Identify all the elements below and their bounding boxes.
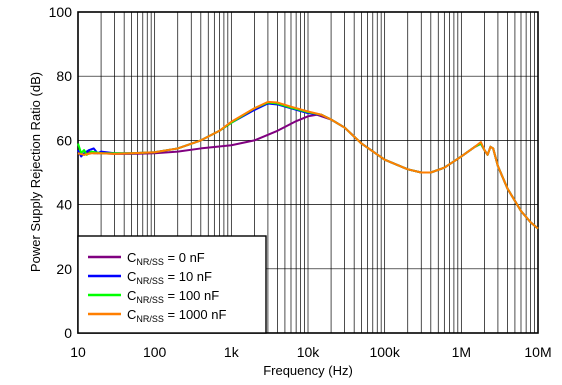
legend-box: [77, 235, 267, 334]
x-tick-label: 100: [143, 344, 167, 360]
y-tick-label: 80: [56, 68, 72, 84]
y-axis-title: Power Supply Rejection Ratio (dB): [28, 72, 43, 272]
x-tick-label: 100k: [369, 344, 400, 360]
plot-frame: [77, 11, 539, 334]
y-tick-label: 100: [49, 4, 73, 20]
legend-label-3: CNR/SS = 1000 nF: [127, 307, 226, 324]
legend-label-0: CNR/SS = 0 nF: [127, 250, 205, 267]
legend: CNR/SS = 0 nF CNR/SS = 10 nF CNR/SS = 100 …: [77, 235, 267, 334]
y-tick-label: 20: [56, 261, 72, 277]
series-line-3: [77, 100, 539, 230]
y-tick-labels: 0 20 40 60 80 100: [49, 4, 73, 341]
x-tick-label: 10M: [524, 344, 551, 360]
legend-label-2: CNR/SS = 100 nF: [127, 288, 219, 305]
x-axis-title: Frequency (Hz): [263, 363, 353, 378]
legend-label-1: CNR/SS = 10 nF: [127, 269, 212, 286]
x-tick-label: 10k: [297, 344, 321, 360]
x-tick-labels: 10 100 1k 10k 100k 1M 10M: [70, 344, 551, 360]
plot-border-layer: [77, 11, 539, 334]
x-tick-label: 1M: [452, 344, 471, 360]
y-tick-label: 0: [64, 325, 72, 341]
y-tick-label: 60: [56, 132, 72, 148]
y-tick-label: 40: [56, 197, 72, 213]
x-tick-label: 1k: [224, 344, 240, 360]
series-layer: [77, 100, 539, 230]
x-tick-label: 10: [70, 344, 86, 360]
